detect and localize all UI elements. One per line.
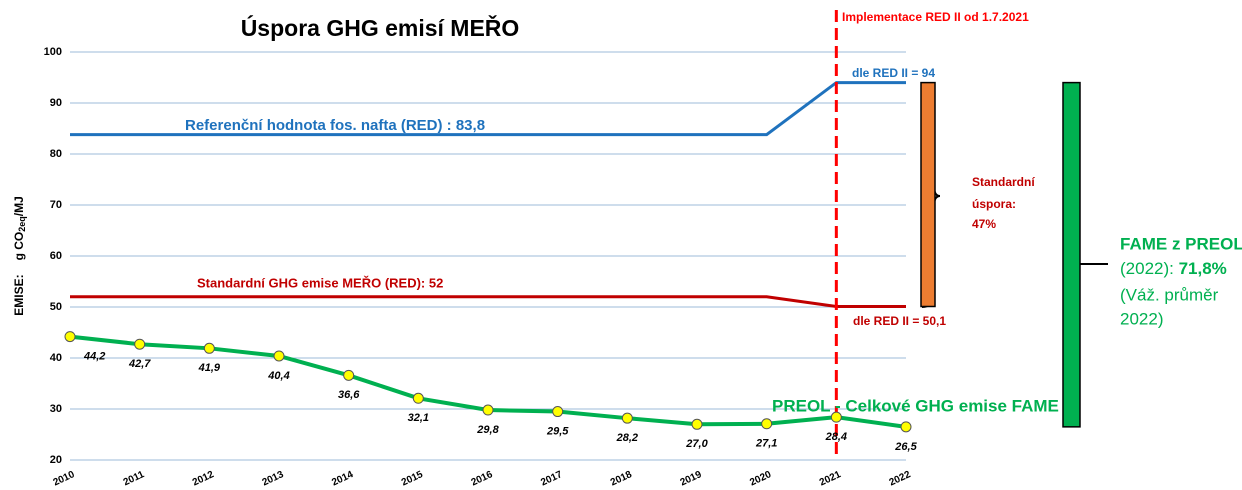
y-tick-label: 30 [50,403,62,415]
data-label: 44,2 [83,350,105,362]
y-label-prefix: EMISE: [12,274,26,315]
data-label: 29,8 [476,424,499,436]
x-tick-label: 2021 [818,469,843,489]
ref-new-label: dle RED II = 94 [852,66,935,80]
data-label: 40,4 [267,370,289,382]
x-tick-label: 2020 [748,469,773,489]
y-tick-label: 20 [50,454,62,466]
series-label: Referenční hodnota fos. nafta (RED) : 83… [185,117,485,134]
range-bar [1062,81,1081,428]
fame-label: (2022): 71,8% [1120,259,1227,278]
x-tick-label: 2010 [52,469,77,489]
data-label: 28,2 [616,432,638,444]
data-label: 41,9 [198,362,221,374]
saving-label: Standardní [972,175,1035,189]
vline-label: Implementace RED II od 1.7.2021 [842,10,1029,24]
x-tick-label: 2016 [470,469,495,489]
x-tick-label: 2011 [122,469,147,488]
data-label: 28,4 [825,431,847,443]
point [412,392,424,404]
point [552,406,564,418]
point [830,411,842,423]
x-tick-label: 2022 [888,469,913,489]
point [134,338,146,350]
point [343,369,355,381]
y-tick-label: 100 [44,46,62,58]
data-label: 29,5 [546,425,569,437]
saving-label: úspora: [972,197,1016,211]
series-line [70,81,906,137]
fame-label: FAME z PREOL [1120,234,1242,253]
saving-label: 47% [972,217,996,231]
y-tick-label: 90 [50,97,62,109]
std-new-label: dle RED II = 50,1 [853,314,946,328]
x-tick-label: 2017 [539,469,564,489]
data-label: 27,1 [755,438,777,450]
fame-label-part: (2022): [1120,259,1179,278]
fame-label-part: 71,8% [1179,259,1227,278]
point [273,350,285,362]
series-label: Standardní GHG emise MEŘO (RED): 52 [197,275,443,290]
y-tick-label: 70 [50,199,62,211]
y-tick-label: 80 [50,148,62,160]
data-label: 27,0 [685,438,708,450]
range-bar [920,81,936,308]
x-tick-label: 2018 [609,469,634,489]
fame-label: (Váž. průměr [1120,285,1219,304]
x-tick-label: 2014 [330,469,355,489]
y-tick-label: 40 [50,352,62,364]
point [761,418,773,430]
x-tick-label: 2013 [261,469,286,489]
data-label: 32,1 [408,412,429,424]
point [482,404,494,416]
chart-title: Úspora GHG emisí MEŘO [241,14,520,41]
y-axis-label: EMISE: g CO2eq/MJ [12,196,27,316]
point [203,342,215,354]
fame-label: 2022) [1120,309,1163,328]
data-label: 26,5 [894,441,917,453]
x-tick-label: 2015 [400,469,425,489]
series-line [70,295,906,308]
y-label-sub: 2eq [17,216,27,232]
y-label-suffix: /MJ [12,196,26,216]
point [621,412,633,424]
data-label: 36,6 [338,389,360,401]
y-tick-label: 50 [50,301,62,313]
point [64,331,76,343]
data-label: 42,7 [128,358,151,370]
x-tick-label: 2019 [679,469,704,489]
series-label: PREOL - Celkové GHG emise FAME [772,396,1059,415]
y-tick-label: 60 [50,250,62,262]
x-tick-label: 2012 [191,469,216,489]
y-label-unit: g CO [12,232,26,261]
point [691,418,703,430]
point [900,421,912,433]
